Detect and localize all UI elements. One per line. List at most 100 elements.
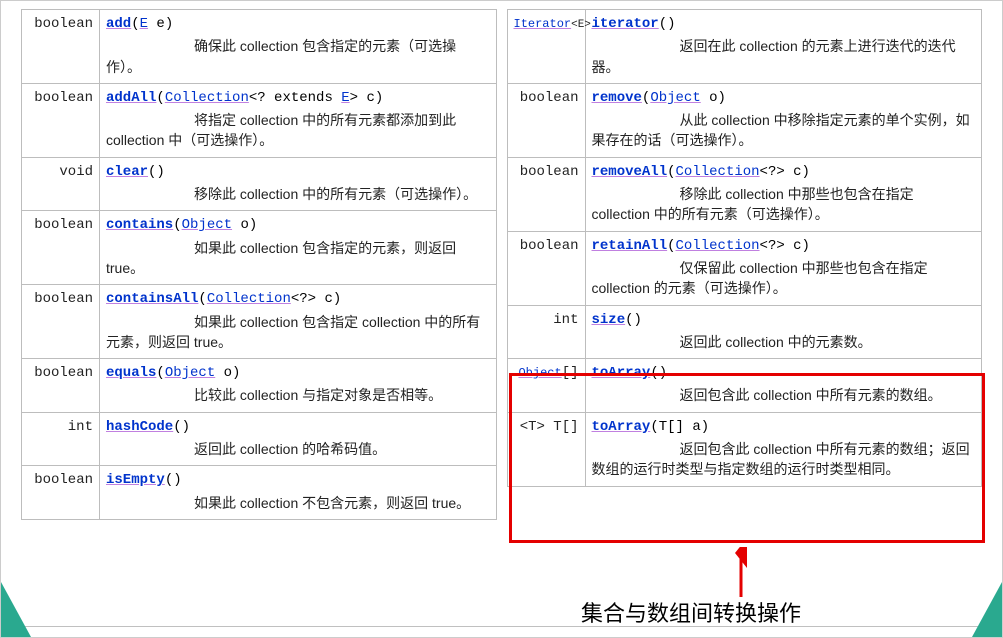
method-link[interactable]: add bbox=[106, 16, 131, 32]
method-description: 移除此 collection 中的所有元素（可选操作）。 bbox=[106, 184, 490, 204]
return-type-link[interactable]: Object bbox=[518, 366, 561, 380]
method-cell: remove(Object o)从此 collection 中移除指定元素的单个… bbox=[585, 83, 982, 157]
method-link[interactable]: containsAll bbox=[106, 291, 198, 307]
method-signature: retainAll(Collection<?> c) bbox=[592, 238, 810, 254]
return-type-cell: int bbox=[22, 412, 100, 466]
method-cell: iterator()返回在此 collection 的元素上进行迭代的迭代器。 bbox=[585, 10, 982, 84]
return-type-cell: Object[] bbox=[507, 359, 585, 413]
return-type-cell: boolean bbox=[22, 83, 100, 157]
page-container: boolean add(E e) 确保此 collection 包含指定的元素（可选… bbox=[0, 0, 1003, 638]
table-row: booleanequals(Object o)比较此 collection 与指… bbox=[22, 359, 497, 413]
left-column: boolean add(E e) 确保此 collection 包含指定的元素（可选… bbox=[21, 9, 497, 520]
method-link[interactable]: retainAll bbox=[592, 238, 668, 254]
method-link[interactable]: iterator bbox=[592, 16, 659, 32]
method-cell: retainAll(Collection<?> c) 仅保留此 collectio… bbox=[585, 231, 982, 305]
method-description: 返回此 collection 的哈希码值。 bbox=[106, 439, 490, 459]
decor-corner-right bbox=[972, 582, 1002, 637]
method-signature: addAll(Collection<? extends E> c) bbox=[106, 90, 383, 106]
table-row: boolean containsAll(Collection<?> c) 如果此 c… bbox=[22, 285, 497, 359]
type-link[interactable]: Collection bbox=[207, 291, 291, 307]
type-link[interactable]: Collection bbox=[676, 164, 760, 180]
method-cell: removeAll(Collection<?> c) 移除此 collection… bbox=[585, 157, 982, 231]
method-description: 如果此 collection 包含指定的元素，则返回 true。 bbox=[106, 238, 490, 279]
type-link[interactable]: E bbox=[140, 16, 148, 32]
return-type-cell: boolean bbox=[22, 285, 100, 359]
return-type-cell: boolean bbox=[22, 211, 100, 285]
table-row: boolean add(E e) 确保此 collection 包含指定的元素（可选… bbox=[22, 10, 497, 84]
method-link[interactable]: contains bbox=[106, 217, 173, 233]
table-row: <T> T[]toArray(T[] a)返回包含此 collection 中所… bbox=[507, 412, 982, 486]
table-row: boolean removeAll(Collection<?> c) 移除此 col… bbox=[507, 157, 982, 231]
table-row: void clear() 移除此 collection 中的所有元素（可选操作）。 bbox=[22, 157, 497, 211]
return-type-cell: boolean bbox=[507, 83, 585, 157]
caption-text: 集合与数组间转换操作 bbox=[581, 596, 801, 628]
return-type-cell: <T> T[] bbox=[507, 412, 585, 486]
method-link[interactable]: toArray bbox=[592, 419, 651, 435]
method-cell: contains(Object o) 如果此 collection 包含指定的元素… bbox=[100, 211, 497, 285]
method-link[interactable]: size bbox=[592, 312, 626, 328]
method-link[interactable]: removeAll bbox=[592, 164, 668, 180]
method-description: 将指定 collection 中的所有元素都添加到此 collection 中（… bbox=[106, 110, 490, 151]
method-link[interactable]: isEmpty bbox=[106, 472, 165, 488]
method-signature: size() bbox=[592, 312, 642, 328]
table-row: int size() 返回此 collection 中的元素数。 bbox=[507, 305, 982, 359]
return-type-cell: int bbox=[507, 305, 585, 359]
method-description: 移除此 collection 中那些也包含在指定 collection 中的所有… bbox=[592, 184, 976, 225]
method-cell: addAll(Collection<? extends E> c) 将指定 col… bbox=[100, 83, 497, 157]
table-row: Iterator<E>iterator()返回在此 collection 的元素… bbox=[507, 10, 982, 84]
return-type-cell: boolean bbox=[22, 10, 100, 84]
return-type-cell: boolean bbox=[507, 231, 585, 305]
type-link[interactable]: Object bbox=[165, 365, 215, 381]
method-cell: add(E e) 确保此 collection 包含指定的元素（可选操作）。 bbox=[100, 10, 497, 84]
method-description: 仅保留此 collection 中那些也包含在指定 collection 的元素… bbox=[592, 258, 976, 299]
type-link[interactable]: Collection bbox=[676, 238, 760, 254]
return-type-cell: boolean bbox=[22, 466, 100, 520]
method-link[interactable]: equals bbox=[106, 365, 156, 381]
type-link[interactable]: Object bbox=[182, 217, 232, 233]
method-cell: containsAll(Collection<?> c) 如果此 collecti… bbox=[100, 285, 497, 359]
decor-corner-left bbox=[1, 582, 31, 637]
return-type-cell: void bbox=[22, 157, 100, 211]
method-link[interactable]: clear bbox=[106, 164, 148, 180]
method-cell: clear() 移除此 collection 中的所有元素（可选操作）。 bbox=[100, 157, 497, 211]
type-link[interactable]: E bbox=[341, 90, 349, 106]
method-link[interactable]: remove bbox=[592, 90, 642, 106]
method-signature: contains(Object o) bbox=[106, 217, 257, 233]
method-signature: containsAll(Collection<?> c) bbox=[106, 291, 341, 307]
table-row: boolean contains(Object o) 如果此 collection … bbox=[22, 211, 497, 285]
method-cell: isEmpty() 如果此 collection 不包含元素，则返回 true。 bbox=[100, 466, 497, 520]
table-row: Object[] toArray() 返回包含此 collection 中所有元素的… bbox=[507, 359, 982, 413]
method-signature: toArray() bbox=[592, 365, 668, 381]
method-description: 如果此 collection 包含指定 collection 中的所有元素，则返… bbox=[106, 312, 490, 353]
table-row: boolean retainAll(Collection<?> c) 仅保留此 co… bbox=[507, 231, 982, 305]
method-cell: toArray(T[] a)返回包含此 collection 中所有元素的数组；… bbox=[585, 412, 982, 486]
return-type-cell: Iterator<E> bbox=[507, 10, 585, 84]
api-table-left: boolean add(E e) 确保此 collection 包含指定的元素（可选… bbox=[21, 9, 497, 520]
method-signature: add(E e) bbox=[106, 16, 173, 32]
return-type-link[interactable]: Iterator bbox=[514, 17, 572, 31]
method-description: 如果此 collection 不包含元素，则返回 true。 bbox=[106, 493, 490, 513]
api-table-right: Iterator<E>iterator()返回在此 collection 的元素… bbox=[507, 9, 983, 487]
method-signature: isEmpty() bbox=[106, 472, 182, 488]
table-row: inthashCode()返回此 collection 的哈希码值。 bbox=[22, 412, 497, 466]
return-type-cell: boolean bbox=[22, 359, 100, 413]
method-link[interactable]: addAll bbox=[106, 90, 156, 106]
type-link[interactable]: Collection bbox=[165, 90, 249, 106]
method-description: 返回在此 collection 的元素上进行迭代的迭代器。 bbox=[592, 36, 976, 77]
arrow-icon bbox=[721, 547, 761, 607]
return-type-cell: boolean bbox=[507, 157, 585, 231]
method-description: 返回此 collection 中的元素数。 bbox=[592, 332, 976, 352]
decor-bottom-line bbox=[16, 626, 987, 627]
method-signature: clear() bbox=[106, 164, 165, 180]
method-description: 返回包含此 collection 中所有元素的数组。 bbox=[592, 385, 976, 405]
table-row: booleanremove(Object o)从此 collection 中移除… bbox=[507, 83, 982, 157]
method-description: 确保此 collection 包含指定的元素（可选操作）。 bbox=[106, 36, 490, 77]
method-description: 返回包含此 collection 中所有元素的数组；返回数组的运行时类型与指定数… bbox=[592, 439, 976, 480]
type-link[interactable]: Object bbox=[650, 90, 700, 106]
method-cell: equals(Object o)比较此 collection 与指定对象是否相等… bbox=[100, 359, 497, 413]
method-link[interactable]: toArray bbox=[592, 365, 651, 381]
method-link[interactable]: hashCode bbox=[106, 419, 173, 435]
method-signature: remove(Object o) bbox=[592, 90, 726, 106]
method-signature: removeAll(Collection<?> c) bbox=[592, 164, 810, 180]
method-cell: hashCode()返回此 collection 的哈希码值。 bbox=[100, 412, 497, 466]
